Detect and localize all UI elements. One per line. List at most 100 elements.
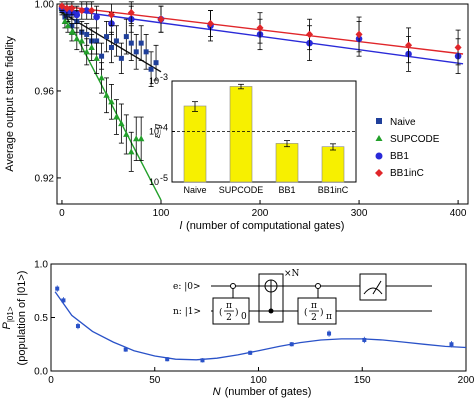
population-axis-ticks: 0 50 100 150 200 0.0 0.5 1.0 <box>34 260 474 387</box>
point-naive <box>113 38 119 44</box>
population-y-axis-paren: (population of |01>) <box>16 271 28 366</box>
inset-bar-bb1inc <box>321 146 345 183</box>
point-bb1inc <box>207 19 215 28</box>
inset-y-tick-label-0: 10 <box>149 76 159 86</box>
inset-bar-naive <box>183 105 207 183</box>
pop-x-tick-label-200: 200 <box>458 375 474 386</box>
pop-point <box>61 298 66 303</box>
gate-2-paren-open: ( <box>304 307 308 318</box>
fidelity-x-var: l <box>180 220 183 232</box>
point-naive <box>128 40 134 46</box>
inset-y-tick-exp-1: -4 <box>160 123 168 133</box>
pop-point <box>327 331 332 336</box>
point-naive <box>148 66 154 72</box>
pop-point <box>123 347 128 352</box>
population-fit-line <box>54 291 467 361</box>
gate-1-den: 2 <box>226 313 232 323</box>
population-x-var: N <box>213 386 221 398</box>
inset-category-bb1: BB1 <box>278 185 295 195</box>
population-chart: 0 50 100 150 200 0.0 0.5 1.0 P|01> (population … <box>1 260 474 399</box>
circuit-measurement-needle <box>372 280 382 295</box>
point-supcode <box>123 130 130 137</box>
y-tick-label-2: 1.00 <box>35 0 55 11</box>
x-tick-label-300: 300 <box>351 208 368 219</box>
pop-x-tick-label-100: 100 <box>250 375 267 386</box>
point-bb1inc <box>256 24 264 32</box>
inset-y-tick-exp-0: -3 <box>160 72 168 82</box>
fit-line-bb1inc <box>61 5 464 55</box>
pop-point <box>55 286 60 291</box>
circuit-repeat-label: ×N <box>284 269 300 279</box>
fidelity-y-axis-label: Average output state fidelity <box>4 36 16 172</box>
pop-point <box>362 337 367 342</box>
point-supcode <box>118 120 125 127</box>
circuit-diagram: e: |0> n: |1> ( π 2 ) 0 ×N ( <box>173 269 432 325</box>
point-bb1inc <box>355 30 363 39</box>
point-supcode <box>108 98 115 105</box>
point-supcode <box>64 22 72 29</box>
point-supcode <box>61 17 69 24</box>
inset-y-axis-label: ε_g <box>152 124 162 138</box>
fidelity-chart: 0 100 200 300 400 0.92 0.96 1.00 Average output… <box>4 0 469 232</box>
inset-y-tick-exp-2: -5 <box>160 173 168 183</box>
circuit-wire-n-label: n: |1> <box>173 307 201 317</box>
legend-label-naive: Naive <box>390 117 416 128</box>
point-supcode <box>88 43 95 50</box>
point-supcode <box>128 148 135 155</box>
population-data-points <box>55 285 454 363</box>
gate-1-paren-open: ( <box>219 307 223 318</box>
point-supcode <box>78 37 85 44</box>
point-naive <box>123 34 129 40</box>
point-naive <box>94 38 100 44</box>
point-naive <box>153 60 159 66</box>
population-y-var: P <box>1 322 13 330</box>
fidelity-legend: Naive SUPCODE BB1 BB1inC <box>375 117 440 179</box>
pop-point <box>449 342 454 347</box>
pop-x-tick-label-0: 0 <box>48 375 54 386</box>
gate-2-sub: π <box>326 312 332 322</box>
x-tick-label-200: 200 <box>252 208 269 219</box>
pop-x-tick-label-150: 150 <box>354 375 371 386</box>
point-naive <box>138 40 144 46</box>
point-supcode <box>103 91 110 98</box>
circuit-measurement-arc <box>363 287 383 295</box>
gate-2-den: 2 <box>311 313 317 323</box>
point-bb1inc <box>63 4 71 13</box>
point-bb1inc <box>78 6 86 15</box>
point-bb1inc <box>88 6 96 15</box>
circuit-measurement-box <box>359 273 387 301</box>
point-naive <box>133 49 139 55</box>
pop-point <box>248 350 253 355</box>
gate-1-num: π <box>226 301 232 311</box>
point-bb1inc <box>454 43 462 52</box>
point-bb1 <box>73 11 81 19</box>
gate-2-paren-close: ) <box>320 307 324 318</box>
point-naive <box>99 53 105 59</box>
pop-y-tick-label-2: 1.0 <box>34 260 48 271</box>
pop-point <box>75 324 80 329</box>
legend-label-bb1inc: BB1inC <box>390 168 424 179</box>
inset-bars: Naive SUPCODE BB1 BB1inC <box>172 83 356 195</box>
circuit-control-dot-2 <box>315 283 321 289</box>
y-tick-label-0: 0.92 <box>35 173 55 184</box>
circuit-control-dot-1 <box>230 283 236 289</box>
point-supcode <box>73 35 81 42</box>
pop-y-tick-label-1: 0.5 <box>34 313 48 324</box>
fidelity-x-desc: (number of computational gates) <box>186 220 344 232</box>
pop-point <box>289 342 294 347</box>
inset-ticks: 10-310-410-5 <box>149 72 175 187</box>
legend-label-bb1: BB1 <box>390 151 409 162</box>
point-naive <box>104 34 110 40</box>
pop-point <box>200 358 205 363</box>
circuit-repeat-box <box>258 273 284 323</box>
fidelity-x-axis-label: l (number of computational gates) <box>180 220 345 232</box>
point-bb1inc <box>405 41 413 50</box>
population-x-axis-label: N (number of gates) <box>213 386 312 398</box>
point-naive <box>84 31 90 37</box>
population-y-sub: |01> <box>6 306 15 322</box>
point-supcode <box>93 54 100 61</box>
legend-marker-bb1 <box>375 152 383 160</box>
gate-1-paren-close: ) <box>235 307 239 318</box>
population-y-axis-label: P|01> <box>1 306 15 329</box>
